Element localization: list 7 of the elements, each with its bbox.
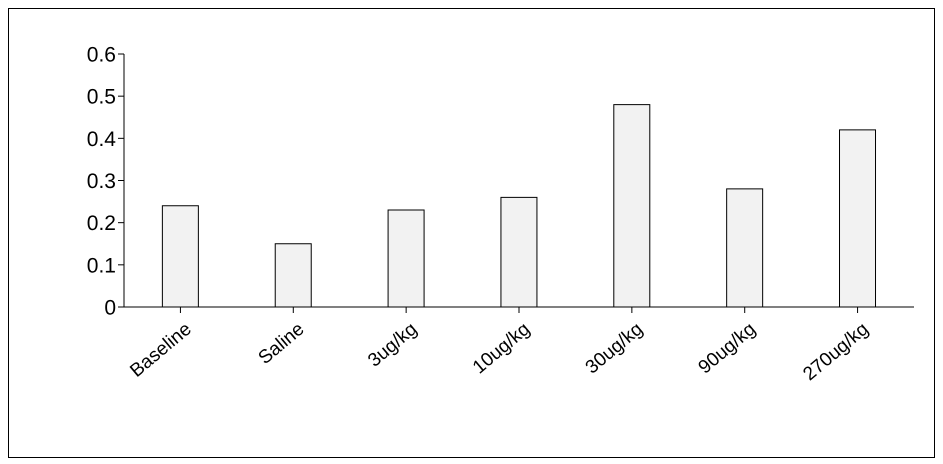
y-tick-label: 0.5 [86, 86, 116, 109]
y-tick-label: 0.6 [86, 43, 116, 66]
y-tick-label: 0 [104, 296, 116, 320]
y-tick-label: 0.4 [86, 128, 116, 151]
y-tick-label: 0.2 [86, 212, 116, 236]
y-tick-label: 0.3 [86, 170, 116, 193]
y-tick-label: 0.1 [86, 254, 116, 278]
